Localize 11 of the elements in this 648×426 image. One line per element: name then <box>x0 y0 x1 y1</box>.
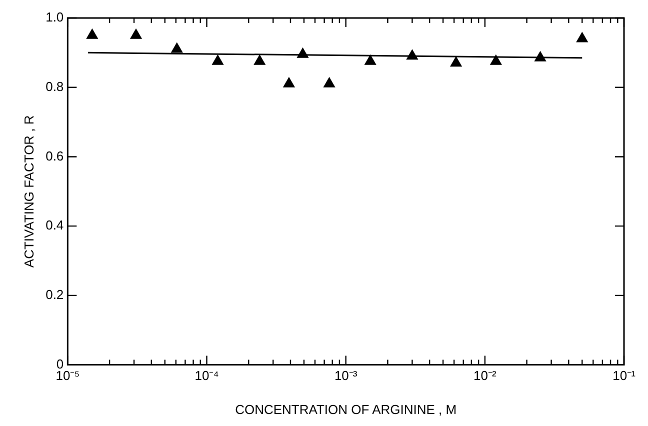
x-tick-label: 10⁻¹ <box>612 368 636 384</box>
x-tick-label: 10⁻⁴ <box>194 368 219 384</box>
x-axis-title: CONCENTRATION OF ARGININE , M <box>235 402 457 417</box>
y-tick-label: 0.8 <box>46 78 64 94</box>
y-tick-label: 0.6 <box>46 148 64 164</box>
x-tick-label: 10⁻² <box>474 368 497 384</box>
y-tick-label: 0.2 <box>46 287 64 302</box>
y-axis-title: ACTIVATING FACTOR , R <box>21 115 36 268</box>
x-tick-label: 10⁻³ <box>334 368 358 384</box>
y-tick-label: 0.4 <box>46 218 64 233</box>
y-tick-label: 1.0 <box>46 10 64 25</box>
